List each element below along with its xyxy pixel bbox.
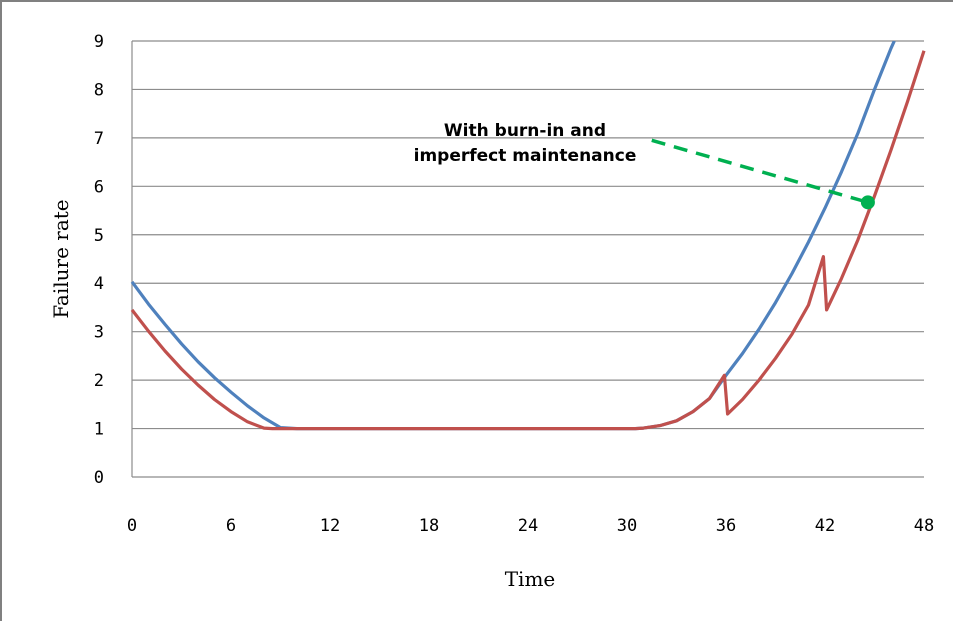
grid-layer [131, 40, 924, 478]
y-tick-label-9: 9 [94, 32, 104, 52]
x-tick-label-5: 30 [617, 516, 637, 536]
series-line-1 [130, 50, 926, 431]
y-tick-label-4: 4 [94, 274, 104, 294]
x-tick-label-3: 18 [419, 516, 439, 536]
y-tick-label-0: 0 [94, 468, 104, 488]
y-axis-title: Failure rate [49, 199, 73, 318]
y-tick-label-8: 8 [94, 80, 104, 100]
y-tick-label-7: 7 [94, 129, 104, 149]
x-tick-label-8: 48 [914, 516, 934, 536]
y-tick-label-6: 6 [94, 177, 104, 197]
x-tick-label-0: 0 [127, 516, 137, 536]
annotation-marker-0 [860, 195, 875, 210]
series-layer [130, 41, 926, 431]
annotation-layer: With burn-in and imperfect maintenance [414, 121, 875, 210]
y-tick-label-3: 3 [94, 323, 104, 343]
x-tick-label-2: 12 [320, 516, 340, 536]
x-tick-label-7: 42 [815, 516, 835, 536]
annotation-text-0-1: imperfect maintenance [414, 146, 637, 166]
y-tick-label-1: 1 [94, 420, 104, 440]
x-tick-label-6: 36 [716, 516, 736, 536]
annotation-leader-line-0 [651, 138, 869, 205]
y-tick-label-2: 2 [94, 371, 104, 391]
x-tick-label-4: 24 [518, 516, 538, 536]
x-tick-label-1: 6 [226, 516, 236, 536]
x-axis-title: Time [505, 567, 556, 591]
y-tick-label-5: 5 [94, 226, 104, 246]
annotation-text-0-0: With burn-in and [444, 121, 606, 141]
